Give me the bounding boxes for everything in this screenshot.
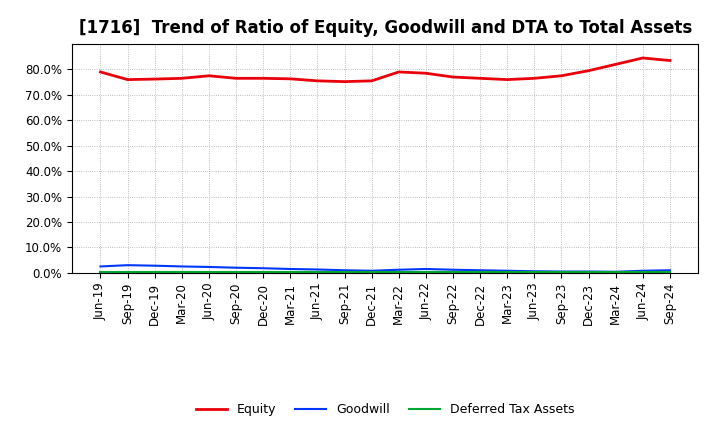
- Goodwill: [96, 264, 105, 269]
- Equity: [367, 78, 376, 84]
- Goodwill: [232, 265, 240, 270]
- Goodwill: [286, 266, 294, 271]
- Goodwill: [557, 269, 566, 274]
- Legend: Equity, Goodwill, Deferred Tax Assets: Equity, Goodwill, Deferred Tax Assets: [191, 398, 580, 421]
- Deferred Tax Assets: [639, 269, 647, 274]
- Deferred Tax Assets: [665, 269, 674, 274]
- Equity: [286, 76, 294, 81]
- Deferred Tax Assets: [503, 269, 511, 274]
- Equity: [150, 77, 159, 82]
- Deferred Tax Assets: [313, 269, 322, 274]
- Goodwill: [665, 268, 674, 273]
- Goodwill: [123, 263, 132, 268]
- Deferred Tax Assets: [204, 269, 213, 274]
- Deferred Tax Assets: [530, 269, 539, 274]
- Goodwill: [503, 268, 511, 273]
- Equity: [665, 58, 674, 63]
- Equity: [639, 55, 647, 61]
- Equity: [313, 78, 322, 84]
- Equity: [476, 76, 485, 81]
- Deferred Tax Assets: [421, 269, 430, 274]
- Goodwill: [313, 267, 322, 272]
- Equity: [232, 76, 240, 81]
- Equity: [259, 76, 268, 81]
- Goodwill: [584, 269, 593, 274]
- Deferred Tax Assets: [96, 269, 105, 274]
- Goodwill: [395, 267, 403, 272]
- Goodwill: [421, 266, 430, 271]
- Equity: [204, 73, 213, 78]
- Goodwill: [204, 264, 213, 270]
- Deferred Tax Assets: [395, 269, 403, 274]
- Equity: [503, 77, 511, 82]
- Deferred Tax Assets: [286, 269, 294, 274]
- Deferred Tax Assets: [178, 269, 186, 274]
- Deferred Tax Assets: [123, 269, 132, 274]
- Line: Equity: Equity: [101, 58, 670, 82]
- Goodwill: [341, 268, 349, 273]
- Goodwill: [150, 263, 159, 268]
- Title: [1716]  Trend of Ratio of Equity, Goodwill and DTA to Total Assets: [1716] Trend of Ratio of Equity, Goodwil…: [78, 19, 692, 37]
- Equity: [421, 70, 430, 76]
- Goodwill: [449, 267, 457, 272]
- Equity: [123, 77, 132, 82]
- Equity: [584, 68, 593, 73]
- Line: Goodwill: Goodwill: [101, 265, 670, 272]
- Equity: [341, 79, 349, 84]
- Goodwill: [530, 269, 539, 274]
- Equity: [96, 70, 105, 75]
- Equity: [178, 76, 186, 81]
- Deferred Tax Assets: [367, 269, 376, 274]
- Goodwill: [639, 268, 647, 273]
- Goodwill: [178, 264, 186, 269]
- Deferred Tax Assets: [611, 269, 620, 274]
- Deferred Tax Assets: [150, 269, 159, 274]
- Equity: [449, 74, 457, 80]
- Equity: [611, 62, 620, 67]
- Goodwill: [476, 268, 485, 273]
- Deferred Tax Assets: [232, 269, 240, 274]
- Goodwill: [259, 266, 268, 271]
- Deferred Tax Assets: [341, 269, 349, 274]
- Deferred Tax Assets: [259, 269, 268, 274]
- Deferred Tax Assets: [584, 269, 593, 274]
- Deferred Tax Assets: [557, 269, 566, 274]
- Equity: [395, 70, 403, 75]
- Equity: [530, 76, 539, 81]
- Goodwill: [367, 268, 376, 273]
- Deferred Tax Assets: [476, 269, 485, 274]
- Deferred Tax Assets: [449, 269, 457, 274]
- Goodwill: [611, 269, 620, 275]
- Equity: [557, 73, 566, 78]
